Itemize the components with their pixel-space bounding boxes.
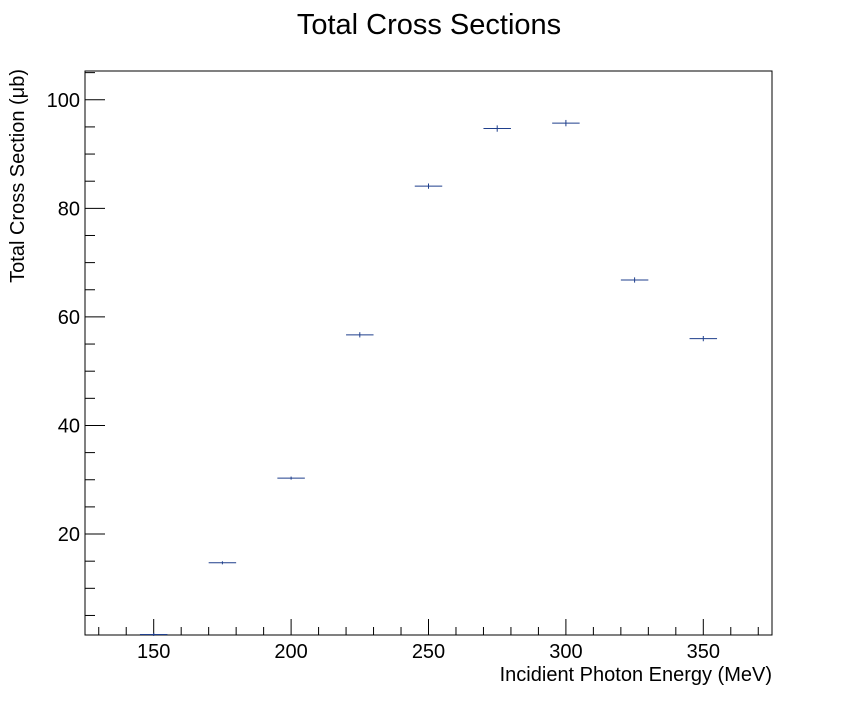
y-tick-label: 100 bbox=[47, 90, 80, 112]
x-tick-label: 250 bbox=[412, 641, 445, 663]
y-tick-label: 80 bbox=[58, 198, 80, 220]
data-point bbox=[346, 332, 374, 338]
y-axis-label: Total Cross Section (μb) bbox=[7, 69, 29, 283]
data-point bbox=[208, 561, 237, 565]
data-point bbox=[620, 277, 649, 283]
y-axis: 20 40 60 80 100 bbox=[47, 72, 105, 616]
x-tick-label: 150 bbox=[137, 641, 170, 663]
data-point bbox=[689, 335, 718, 342]
x-tick-label: 300 bbox=[549, 641, 582, 663]
data-point bbox=[483, 125, 511, 132]
y-tick-label: 40 bbox=[58, 415, 80, 437]
data-point bbox=[414, 183, 443, 189]
x-axis-label: Incidient Photon Energy (MeV) bbox=[500, 664, 772, 686]
x-tick-label: 200 bbox=[274, 641, 307, 663]
data-point bbox=[277, 476, 305, 480]
plot-frame bbox=[84, 70, 773, 636]
data-points bbox=[139, 119, 718, 636]
data-point bbox=[552, 119, 580, 127]
y-tick-label: 20 bbox=[58, 524, 80, 546]
data-point bbox=[139, 632, 168, 636]
x-tick-label: 350 bbox=[687, 641, 720, 663]
chart-title: Total Cross Sections bbox=[297, 9, 561, 41]
y-tick-label: 60 bbox=[58, 307, 80, 329]
x-axis: 150 200 250 300 350 bbox=[98, 619, 759, 663]
